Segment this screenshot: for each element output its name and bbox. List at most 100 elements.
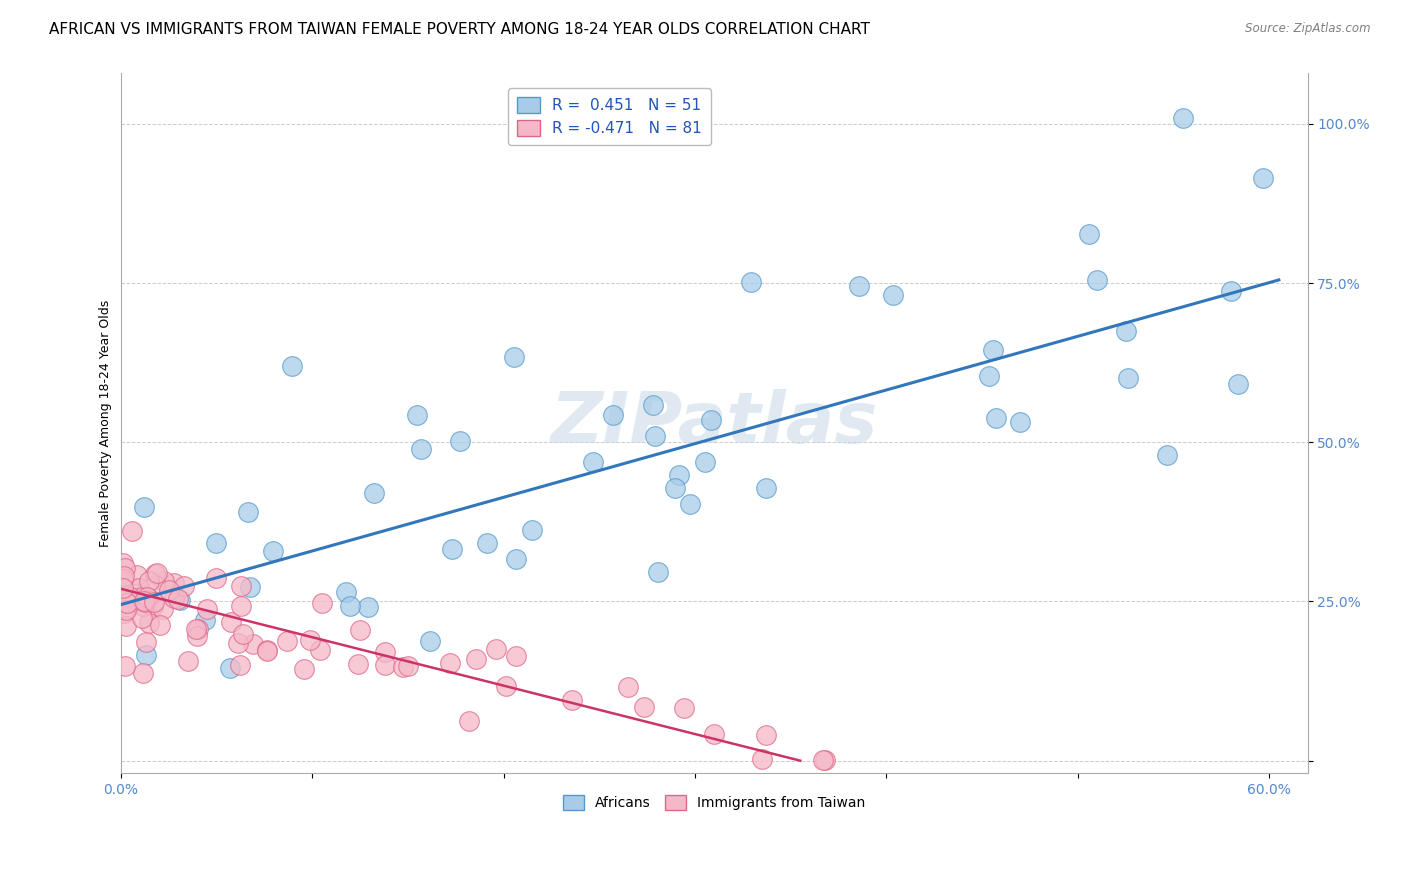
Point <box>458 714 481 729</box>
Point <box>1171 111 1194 125</box>
Point <box>699 412 721 426</box>
Point <box>647 565 669 579</box>
Point <box>882 288 904 302</box>
Point <box>495 679 517 693</box>
Point <box>1251 171 1274 186</box>
Point <box>977 369 1000 384</box>
Point <box>256 643 278 657</box>
Point <box>219 615 242 630</box>
Text: ZIPatlas: ZIPatlas <box>550 389 877 458</box>
Point <box>475 535 498 549</box>
Point <box>121 524 143 539</box>
Point <box>149 617 172 632</box>
Point <box>349 624 371 638</box>
Point <box>411 442 433 457</box>
Point <box>242 637 264 651</box>
Point <box>396 659 419 673</box>
Point <box>1085 273 1108 287</box>
Text: AFRICAN VS IMMIGRANTS FROM TAIWAN FEMALE POVERTY AMONG 18-24 YEAR OLDS CORRELATI: AFRICAN VS IMMIGRANTS FROM TAIWAN FEMALE… <box>49 22 870 37</box>
Point <box>309 643 332 657</box>
Point <box>814 753 837 767</box>
Point <box>668 467 690 482</box>
Point <box>439 656 461 670</box>
Point <box>226 635 249 649</box>
Point <box>194 613 217 627</box>
Point <box>641 398 664 412</box>
Point <box>115 603 138 617</box>
Point <box>136 590 159 604</box>
Point <box>162 591 184 605</box>
Point <box>114 561 136 575</box>
Point <box>695 455 717 469</box>
Point <box>129 589 152 603</box>
Point <box>163 576 186 591</box>
Point <box>1008 415 1031 429</box>
Point <box>118 589 141 603</box>
Point <box>239 580 262 594</box>
Point <box>440 542 463 557</box>
Point <box>187 622 209 636</box>
Y-axis label: Female Poverty Among 18-24 Year Olds: Female Poverty Among 18-24 Year Olds <box>100 300 112 547</box>
Point <box>581 455 603 469</box>
Point <box>374 658 396 673</box>
Point <box>131 590 153 604</box>
Point <box>464 652 486 666</box>
Point <box>115 618 138 632</box>
Point <box>848 278 870 293</box>
Point <box>617 681 640 695</box>
Point <box>111 572 134 586</box>
Point <box>204 536 226 550</box>
Point <box>115 596 138 610</box>
Point <box>143 567 166 582</box>
Point <box>136 591 159 606</box>
Point <box>229 599 252 613</box>
Point <box>127 567 149 582</box>
Point <box>138 616 160 631</box>
Text: Source: ZipAtlas.com: Source: ZipAtlas.com <box>1246 22 1371 36</box>
Point <box>751 752 773 766</box>
Point <box>755 727 778 741</box>
Point <box>205 571 228 585</box>
Point <box>131 610 153 624</box>
Point <box>135 635 157 649</box>
Point <box>984 410 1007 425</box>
Point <box>679 497 702 511</box>
Point <box>347 657 370 672</box>
Point <box>335 584 357 599</box>
Point <box>449 434 471 448</box>
Point <box>229 579 252 593</box>
Point <box>405 408 427 422</box>
Point <box>114 658 136 673</box>
Point <box>357 599 380 614</box>
Point <box>236 505 259 519</box>
Point <box>128 581 150 595</box>
Point <box>298 632 321 647</box>
Point <box>1156 448 1178 462</box>
Point <box>177 654 200 668</box>
Point <box>111 582 134 596</box>
Point <box>418 634 440 648</box>
Point <box>142 599 165 614</box>
Point <box>232 627 254 641</box>
Point <box>1118 371 1140 385</box>
Point <box>112 607 135 621</box>
Point <box>153 574 176 588</box>
Point <box>143 577 166 591</box>
Point <box>169 593 191 607</box>
Point <box>374 645 396 659</box>
Point <box>664 481 686 495</box>
Point <box>167 591 190 606</box>
Point <box>292 662 315 676</box>
Point <box>281 359 304 374</box>
Point <box>256 644 278 658</box>
Point <box>633 700 655 714</box>
Point <box>112 569 135 583</box>
Point <box>1220 285 1243 299</box>
Point <box>503 350 526 364</box>
Point <box>132 594 155 608</box>
Point <box>485 642 508 657</box>
Point <box>811 753 834 767</box>
Point <box>311 596 333 610</box>
Point <box>1115 325 1137 339</box>
Point <box>363 485 385 500</box>
